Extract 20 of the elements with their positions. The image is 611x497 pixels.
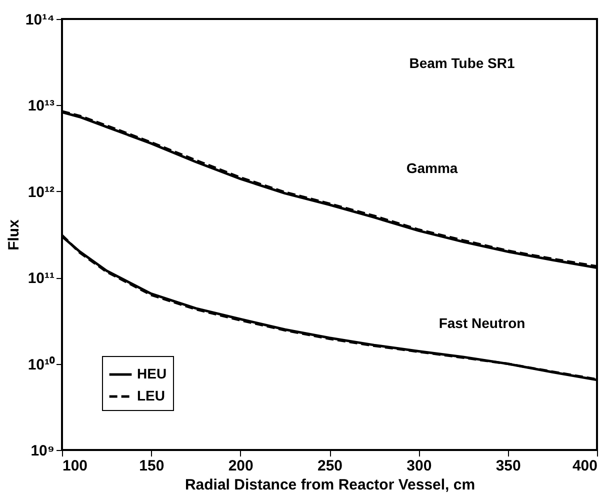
- x-tick-label: 350: [496, 458, 521, 474]
- x-tick-label: 300: [406, 458, 432, 474]
- legend-label: LEU: [137, 388, 165, 404]
- x-tick-label: 250: [317, 458, 343, 474]
- y-tick-label: 10¹³: [28, 98, 54, 115]
- legend-label: HEU: [137, 366, 167, 382]
- annotation: Fast Neutron: [438, 315, 526, 331]
- y-axis-title: Flux: [5, 218, 22, 250]
- x-tick-label: 150: [139, 458, 164, 474]
- y-tick-label: 10¹⁰: [28, 355, 56, 374]
- annotation: Beam Tube SR1: [409, 55, 515, 71]
- y-tick-label: 10¹⁴: [25, 12, 54, 28]
- annotation: Gamma: [406, 160, 458, 176]
- y-tick-label: 10¹¹: [28, 270, 54, 288]
- x-tick-label: 400: [572, 458, 598, 474]
- y-tick-label: 10⁹: [30, 442, 54, 460]
- x-tick-label: 200: [228, 458, 254, 474]
- y-tick-label: 10¹²: [28, 184, 54, 201]
- x-axis-title: Radial Distance from Reactor Vessel, cm: [184, 476, 476, 494]
- x-tick-label: 100: [62, 458, 88, 474]
